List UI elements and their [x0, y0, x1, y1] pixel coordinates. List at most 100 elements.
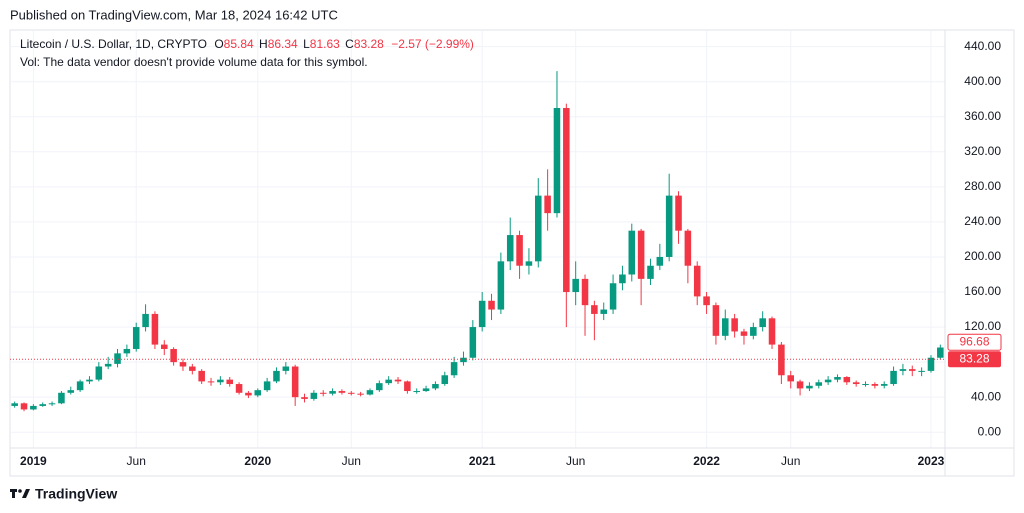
- volume-note: Vol: The data vendor doesn't provide vol…: [20, 55, 368, 69]
- candle-body: [39, 404, 46, 406]
- candle-body: [198, 370, 205, 382]
- candle-body: [927, 357, 935, 371]
- candle-body: [843, 377, 851, 383]
- candle-body: [58, 392, 65, 404]
- candle-body: [48, 403, 56, 405]
- logo-part: [22, 489, 30, 498]
- ohlc-label: O: [214, 37, 223, 51]
- candle-body: [394, 379, 402, 382]
- x-tick-label: 2023: [918, 454, 945, 468]
- candle-body: [348, 392, 355, 394]
- candle-body: [161, 344, 168, 349]
- ohlc-label: L: [303, 37, 310, 51]
- candle-body: [20, 403, 28, 410]
- y-tick-label: 200.00: [964, 249, 1001, 263]
- price-line-tag: [948, 351, 1001, 368]
- candle-body: [796, 381, 804, 389]
- x-tick-label: Jun: [127, 454, 146, 468]
- candle-body: [722, 318, 729, 336]
- candle-body: [862, 384, 869, 386]
- candle-body: [768, 318, 776, 345]
- candle-body: [937, 347, 944, 358]
- candle-body: [478, 300, 486, 328]
- candle-body: [516, 235, 523, 266]
- y-tick-label: 440.00: [964, 39, 1001, 53]
- ohlc-label: H: [259, 37, 268, 51]
- ohlc-value: 81.63: [310, 37, 340, 51]
- last-price-tag: [947, 333, 1002, 351]
- candle-body: [750, 327, 757, 336]
- candle-body: [357, 393, 364, 395]
- x-tick-label: 2020: [244, 454, 271, 468]
- candle-body: [142, 313, 149, 328]
- candle-body: [30, 405, 37, 410]
- candle-body: [86, 379, 93, 382]
- candle-body: [880, 384, 888, 386]
- candle-body: [338, 391, 346, 393]
- candle-body: [76, 381, 84, 391]
- candle-body: [918, 370, 925, 372]
- x-tick-label: 2022: [693, 454, 720, 468]
- candle-body: [852, 382, 860, 385]
- candle-body: [535, 195, 542, 262]
- candle-body: [609, 283, 617, 310]
- candle-body: [656, 256, 664, 266]
- candle-body: [95, 366, 103, 380]
- candle-body: [497, 261, 505, 310]
- candle-body: [11, 403, 18, 406]
- candle-body: [282, 366, 290, 371]
- candle-body: [778, 344, 785, 376]
- candle-body: [170, 348, 177, 363]
- candle-body: [806, 385, 813, 389]
- y-tick-label: 240.00: [964, 214, 1001, 228]
- candle-body: [67, 390, 75, 393]
- ohlc-label: C: [345, 37, 354, 51]
- y-tick-label: 320.00: [964, 144, 1001, 158]
- candle-body: [619, 274, 626, 284]
- candle-body: [525, 261, 533, 266]
- x-tick-label: 2021: [469, 454, 496, 468]
- candle-body: [759, 318, 766, 328]
- logo-part: [18, 489, 22, 493]
- candle-body: [123, 348, 131, 354]
- candle-body: [217, 379, 224, 383]
- candle-body: [114, 353, 121, 364]
- candle-body: [506, 235, 514, 262]
- candle-body: [104, 363, 112, 367]
- candle-body: [684, 230, 692, 266]
- y-tick-label: 400.00: [964, 74, 1001, 88]
- candle-body: [235, 384, 243, 393]
- candle-body: [665, 195, 673, 257]
- candle-body: [600, 309, 607, 314]
- x-tick-label: 2019: [20, 454, 47, 468]
- legend: Litecoin / U.S. Dollar, 1D, CRYPTO O85.8…: [20, 37, 474, 51]
- candle-body: [899, 369, 907, 371]
- candle-body: [553, 107, 561, 214]
- x-tick-label: Jun: [342, 454, 361, 468]
- symbol: Litecoin / U.S. Dollar, 1D, CRYPTO: [20, 37, 207, 51]
- candle-body: [226, 379, 233, 385]
- candle-body: [207, 381, 215, 383]
- candle-body: [189, 366, 196, 371]
- candle-body: [366, 390, 374, 395]
- candle-body: [413, 391, 420, 393]
- candle-body: [731, 318, 738, 332]
- candle-body: [422, 388, 430, 392]
- candle-body: [310, 392, 318, 399]
- candle-body: [909, 369, 916, 371]
- candle-body: [469, 327, 477, 358]
- brand-logo: [10, 489, 30, 498]
- candle-body: [712, 305, 720, 336]
- candle-body: [581, 278, 589, 306]
- ohlc-value: 85.84: [224, 37, 254, 51]
- candle-body: [703, 296, 710, 306]
- candle-body: [740, 331, 748, 336]
- ohlc-value: 83.28: [354, 37, 384, 51]
- candle-body: [329, 391, 336, 394]
- candle-body: [675, 195, 682, 231]
- candle-body: [376, 383, 383, 391]
- y-tick-label: 40.00: [971, 389, 1001, 403]
- y-tick-label: 160.00: [964, 284, 1001, 298]
- y-tick-label: 120.00: [964, 319, 1001, 333]
